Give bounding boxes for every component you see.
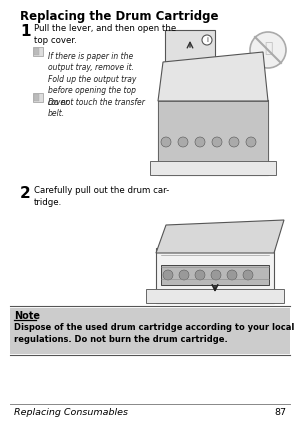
Circle shape [211,270,221,280]
Circle shape [229,137,239,147]
Bar [33,47,43,56]
Bar [150,161,276,175]
Text: Pull the lever, and then open the
top cover.: Pull the lever, and then open the top co… [34,24,176,45]
Text: Replacing Consumables: Replacing Consumables [14,408,128,417]
Circle shape [227,270,237,280]
Bar [140,22,288,177]
Bar [148,200,288,305]
Text: 1: 1 [20,24,31,39]
Polygon shape [156,220,284,253]
Text: ✋: ✋ [264,41,272,55]
Bar [33,93,43,102]
Text: Dispose of the used drum cartridge according to your local
regulations. Do not b: Dispose of the used drum cartridge accor… [14,323,294,344]
Circle shape [179,270,189,280]
Circle shape [212,137,222,147]
Circle shape [250,32,286,68]
Text: i: i [206,37,208,43]
Text: Carefully pull out the drum car-
tridge.: Carefully pull out the drum car- tridge. [34,186,169,207]
Bar [10,308,290,354]
Text: Replacing the Drum Cartridge: Replacing the Drum Cartridge [20,10,218,23]
Bar [161,265,269,285]
Text: Note: Note [14,311,40,321]
Text: 87: 87 [274,408,286,417]
Bar [156,248,274,303]
Bar [34,48,39,55]
Bar [146,289,284,303]
Bar [158,100,268,175]
Text: 2: 2 [20,186,31,201]
FancyBboxPatch shape [165,30,215,65]
Circle shape [161,137,171,147]
Circle shape [178,137,188,147]
Circle shape [243,270,253,280]
Circle shape [195,270,205,280]
Text: Do not touch the transfer
belt.: Do not touch the transfer belt. [48,98,145,119]
Circle shape [195,137,205,147]
Polygon shape [158,101,268,161]
Circle shape [246,137,256,147]
Bar [34,94,39,101]
Text: If there is paper in the
output tray, remove it.
Fold up the output tray
before : If there is paper in the output tray, re… [48,52,136,107]
Polygon shape [158,52,268,101]
Circle shape [163,270,173,280]
Circle shape [202,35,212,45]
